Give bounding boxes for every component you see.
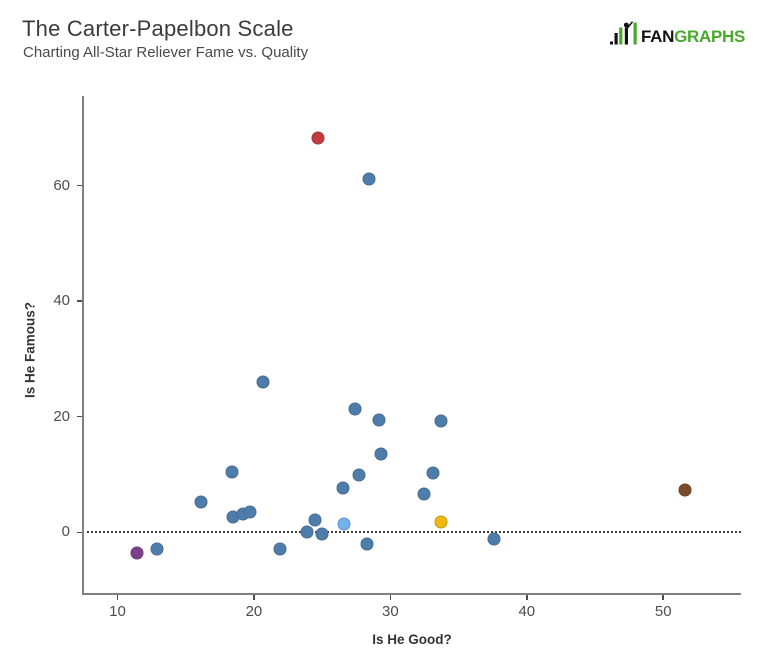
data-point: [426, 466, 440, 480]
x-tick: [389, 595, 392, 600]
x-axis-line: [82, 593, 741, 595]
x-tick-label: 10: [109, 603, 126, 620]
data-point: [194, 495, 208, 509]
zero-reference-line: [82, 531, 741, 534]
data-point: [150, 542, 164, 556]
data-point: [360, 537, 374, 551]
logo-text-fan: FAN: [640, 27, 675, 46]
fangraphs-batter-bars-icon: [609, 21, 639, 45]
data-point: [434, 414, 448, 428]
x-tick: [662, 595, 664, 600]
x-tick: [253, 595, 255, 600]
data-point: [487, 532, 501, 546]
logo-text-graphs: GRAPHS: [674, 27, 745, 46]
x-tick-label: 30: [382, 603, 399, 620]
x-tick: [116, 595, 119, 600]
data-point: [315, 527, 329, 541]
page-subtitle: Charting All-Star Reliever Fame vs. Qual…: [23, 44, 309, 61]
data-point: [362, 172, 376, 186]
fangraphs-logo: FANGRAPHS: [609, 21, 745, 45]
y-tick: [77, 531, 82, 534]
y-tick-label: 40: [53, 292, 70, 310]
x-tick-label: 40: [518, 603, 536, 620]
y-tick: [77, 300, 82, 302]
y-axis-label: Is He Famous?: [22, 301, 38, 399]
y-tick-label: 0: [61, 523, 70, 541]
data-point: [243, 505, 257, 519]
y-tick-label: 60: [53, 176, 70, 194]
data-point: [348, 402, 362, 416]
logo-text: FANGRAPHS: [641, 28, 745, 45]
data-point: [374, 447, 388, 461]
data-point: [352, 468, 366, 482]
y-tick: [77, 184, 82, 187]
data-point: [273, 542, 287, 555]
x-tick-label: 50: [654, 603, 672, 620]
data-point: [256, 375, 270, 389]
x-tick: [526, 595, 528, 600]
data-point: [372, 413, 386, 427]
y-axis-line: [82, 96, 84, 595]
data-point: [225, 465, 239, 479]
data-point: [434, 515, 448, 529]
data-point: [308, 513, 322, 527]
x-axis-label: Is He Good?: [372, 632, 452, 647]
data-point: [336, 481, 350, 495]
data-point: [300, 525, 314, 539]
x-tick-label: 20: [245, 603, 263, 620]
data-point: [417, 487, 431, 501]
y-tick: [77, 415, 82, 418]
data-point: [311, 131, 325, 145]
data-point: [337, 517, 351, 531]
page-title: The Carter-Papelbon Scale: [22, 16, 294, 41]
data-point: [130, 546, 144, 560]
y-tick-label: 20: [53, 407, 70, 425]
data-point: [678, 483, 692, 497]
